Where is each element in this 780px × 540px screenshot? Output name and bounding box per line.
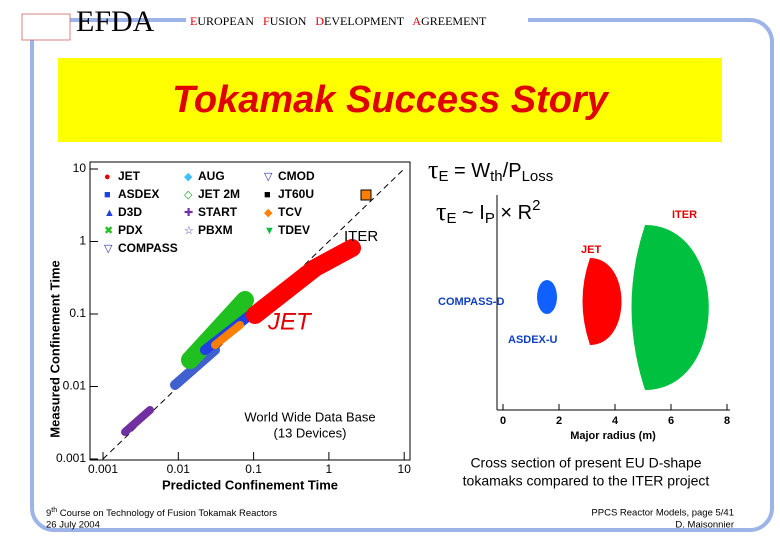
- course: 9th Course on Technology of Fusion Tokam…: [46, 507, 277, 519]
- text: Course on Technology of Fusion Tokamak R…: [57, 508, 277, 519]
- subscript: Loss: [522, 168, 554, 185]
- text: 9: [46, 508, 51, 519]
- word: EUROPEAN: [190, 14, 260, 28]
- legend-entry: PBXM: [198, 223, 233, 237]
- jet-label: JET: [581, 244, 601, 256]
- legend-symbol: ☆: [184, 225, 194, 237]
- size-formula: τE ~ IP × R2: [436, 197, 540, 227]
- legend-entry: AUG: [198, 169, 225, 183]
- iter-label: ITER: [672, 209, 697, 221]
- legend-entry: JT60U: [278, 187, 314, 201]
- x-tick-label: 0.1: [245, 462, 262, 476]
- legend-symbol: ✖: [104, 225, 113, 237]
- legend-symbol: ◆: [264, 207, 273, 219]
- confinement-plot: Measured Confinement Time Predicted Conf…: [47, 161, 411, 492]
- legend-symbol: ●: [104, 171, 111, 183]
- agreement-box: [186, 10, 528, 34]
- legend-symbol: ■: [104, 189, 111, 201]
- legend-entry: JET 2M: [198, 187, 240, 201]
- text: = W: [448, 160, 490, 182]
- y-tick-label: 1: [79, 234, 86, 248]
- x-tick-label: 0.001: [88, 462, 118, 476]
- text: ~ I: [456, 202, 484, 224]
- legend-entry: COMPASS: [118, 241, 178, 255]
- superscript: th: [51, 507, 57, 514]
- iter-shape: [631, 225, 709, 390]
- legend-entry: ASDEX: [118, 187, 159, 201]
- text: × R: [495, 202, 532, 224]
- legend-entry: JET: [118, 169, 141, 183]
- word: AGREEMENT: [412, 14, 492, 28]
- legend-symbol: ▽: [264, 171, 273, 183]
- caption: Cross section of present EU D-shape: [470, 455, 701, 471]
- legend-symbol: ◇: [184, 189, 193, 201]
- caption: tokamaks compared to the ITER project: [463, 473, 710, 489]
- iter-point: [360, 189, 372, 201]
- logo: EFDA: [76, 5, 155, 38]
- iter-label: ITER: [344, 228, 378, 245]
- legend-entry: CMOD: [278, 169, 315, 183]
- title: Tokamak Success Story: [172, 79, 610, 121]
- title-banner: [58, 58, 722, 142]
- institute-logo: [21, 13, 71, 41]
- jet-label: JET: [267, 308, 313, 335]
- jet-shape: [582, 258, 622, 345]
- legend-symbol: ✚: [184, 207, 193, 219]
- point-cloud: [170, 345, 220, 390]
- legend-symbol: ▼: [264, 225, 275, 237]
- word: FUSION: [263, 14, 312, 28]
- legend-entry: PDX: [118, 223, 143, 237]
- x-axis-label: Predicted Confinement Time: [162, 477, 338, 492]
- y-axis-label: Measured Confinement Time: [47, 260, 62, 437]
- compass-d-shape: [537, 280, 557, 314]
- legend-symbol: ▲: [104, 207, 115, 219]
- y-tick-label: 0.001: [56, 451, 86, 465]
- subscript: P: [485, 210, 495, 227]
- y-tick-label: 10: [73, 161, 87, 175]
- scaling-formula: τE = Wth/PLoss: [428, 155, 553, 185]
- x-axis-label: Major radius (m): [570, 430, 656, 442]
- superscript: 2: [532, 197, 540, 214]
- point-cloud: [246, 239, 361, 324]
- x-tick-label: 10: [398, 462, 412, 476]
- point-cloud: [121, 406, 154, 436]
- subscript: th: [490, 168, 503, 185]
- author: D. Maisonnier: [675, 520, 734, 531]
- x-tick-label: 1: [326, 462, 333, 476]
- x-tick-label: 4: [612, 415, 619, 427]
- point-cloud: [181, 291, 254, 369]
- date: 26 July 2004: [46, 520, 100, 531]
- x-tick-label: 8: [724, 415, 730, 427]
- legend-entry: TCV: [278, 205, 302, 219]
- asdex-label: ASDEX-U: [508, 334, 558, 346]
- subscript: E: [438, 168, 448, 185]
- text: /P: [503, 160, 522, 182]
- cross-section: ITER JET COMPASS-D ASDEX-U Major radius …: [438, 195, 730, 442]
- page: PPCS Reactor Models, page 5/41: [591, 508, 734, 519]
- legend-symbol: ▽: [104, 243, 113, 255]
- x-tick-label: 6: [668, 415, 674, 427]
- database-note: World Wide Data Base: [244, 409, 375, 424]
- x-tick-label: 2: [556, 415, 562, 427]
- database-note: (13 Devices): [274, 425, 347, 440]
- x-tick-label: 0.01: [167, 462, 191, 476]
- agreement: EUROPEAN FUSION DEVELOPMENT AGREEMENT: [190, 14, 492, 28]
- word: DEVELOPMENT: [315, 14, 410, 28]
- legend-entry: D3D: [118, 205, 142, 219]
- subscript: E: [446, 210, 456, 227]
- point-cloud: [211, 321, 244, 349]
- y-tick-label: 0.1: [69, 306, 86, 320]
- legend-symbol: ◆: [184, 171, 193, 183]
- legend-symbol: ■: [264, 189, 271, 201]
- compass-label: COMPASS-D: [438, 296, 504, 308]
- legend-entry: START: [198, 205, 238, 219]
- legend-entry: TDEV: [278, 223, 310, 237]
- symbol: τ: [428, 155, 438, 184]
- plot-frame: [89, 161, 411, 461]
- x-tick-label: 0: [500, 415, 506, 427]
- y-tick-label: 0.01: [63, 379, 87, 393]
- symbol: τ: [436, 197, 446, 226]
